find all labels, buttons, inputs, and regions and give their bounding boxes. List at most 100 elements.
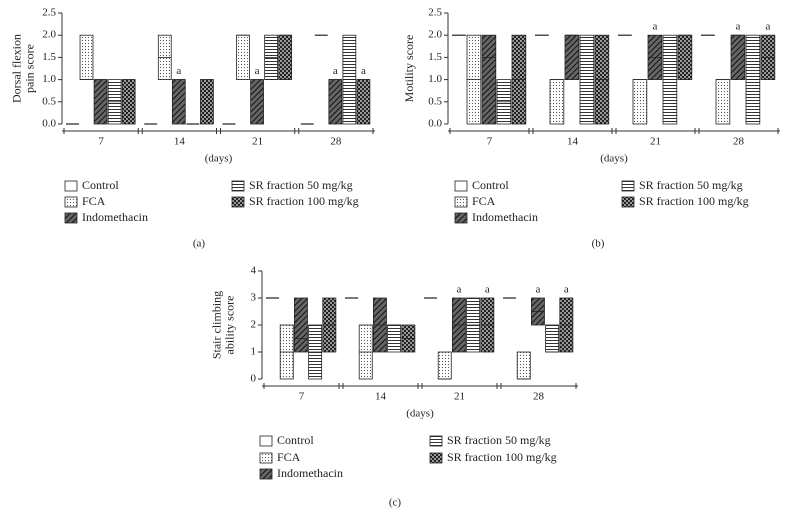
legend-swatch bbox=[454, 180, 468, 192]
annotation: a bbox=[456, 284, 461, 296]
box bbox=[293, 297, 308, 353]
box bbox=[356, 79, 371, 125]
legend-swatch bbox=[259, 452, 273, 464]
x-tick-label: 14 bbox=[375, 391, 387, 403]
y-tick-label: 0 bbox=[251, 373, 257, 385]
y-tick-label: 2.5 bbox=[42, 7, 56, 19]
box bbox=[677, 34, 693, 81]
annotation: a bbox=[735, 21, 740, 33]
y-tick-label: 0.5 bbox=[428, 95, 442, 107]
y-axis-label: Motility score bbox=[402, 35, 416, 103]
x-axis-label: (days) bbox=[205, 153, 233, 165]
box bbox=[387, 324, 402, 353]
legend-label: Indomethacin bbox=[277, 466, 343, 480]
box bbox=[250, 79, 264, 125]
y-tick-label: 2.0 bbox=[428, 29, 442, 41]
y-axis-label: ability score bbox=[222, 296, 236, 355]
legend-swatch bbox=[621, 196, 635, 208]
legend-label: SR fraction 50 mg/kg bbox=[447, 433, 551, 447]
panel-label: (b) bbox=[592, 238, 605, 250]
legend-label: Indomethacin bbox=[82, 210, 148, 224]
box bbox=[564, 34, 580, 81]
legend-swatch bbox=[64, 212, 78, 224]
y-axis-label: Dorsal flexion bbox=[9, 34, 23, 103]
y-tick-label: 0.0 bbox=[42, 118, 56, 130]
legend-swatch bbox=[231, 180, 245, 192]
x-tick-label: 21 bbox=[650, 136, 661, 148]
box bbox=[236, 34, 250, 81]
legend-swatch bbox=[231, 196, 245, 208]
x-tick-label: 21 bbox=[252, 136, 263, 148]
box bbox=[79, 34, 94, 81]
annotation: a bbox=[535, 284, 540, 296]
legend-label: Indomethacin bbox=[472, 210, 538, 224]
x-axis-label: (days) bbox=[406, 408, 434, 420]
legend-swatch bbox=[429, 435, 443, 447]
box bbox=[200, 79, 214, 125]
annotation: a bbox=[361, 65, 366, 77]
y-axis-label: pain score bbox=[22, 44, 36, 93]
y-tick-label: 1.5 bbox=[428, 51, 442, 63]
panel-label: (a) bbox=[193, 238, 206, 250]
legend-swatch bbox=[621, 180, 635, 192]
legend-swatch bbox=[454, 212, 468, 224]
legend-swatch bbox=[64, 180, 78, 192]
annotation: a bbox=[176, 65, 181, 77]
annotation: a bbox=[564, 284, 569, 296]
y-axis-label: Stair climbing bbox=[209, 291, 223, 359]
annotation: a bbox=[485, 284, 490, 296]
legend-swatch bbox=[429, 452, 443, 464]
y-tick-label: 3 bbox=[251, 292, 257, 304]
x-tick-label: 7 bbox=[299, 391, 305, 403]
x-tick-label: 14 bbox=[174, 136, 186, 148]
box bbox=[121, 79, 136, 125]
legend-swatch bbox=[259, 435, 273, 447]
y-tick-label: 0.0 bbox=[428, 118, 442, 130]
legend-label: Control bbox=[277, 433, 314, 447]
annotation: a bbox=[333, 65, 338, 77]
legend-label: SR fraction 50 mg/kg bbox=[639, 178, 743, 192]
box bbox=[278, 34, 293, 81]
legend-swatch bbox=[259, 468, 273, 480]
panel-label: (c) bbox=[389, 497, 402, 509]
y-tick-label: 1.0 bbox=[42, 73, 56, 85]
legend-label: SR fraction 100 mg/kg bbox=[639, 194, 749, 208]
x-axis-label: (days) bbox=[600, 153, 628, 165]
legend-label: FCA bbox=[472, 194, 496, 208]
legend-label: SR fraction 100 mg/kg bbox=[447, 450, 557, 464]
legend-label: SR fraction 50 mg/kg bbox=[249, 178, 353, 192]
legend-swatch bbox=[64, 196, 78, 208]
legend-swatch bbox=[454, 196, 468, 208]
y-tick-label: 4 bbox=[251, 265, 257, 277]
legend-label: Control bbox=[82, 178, 119, 192]
y-tick-label: 2.0 bbox=[42, 29, 56, 41]
y-tick-label: 2.5 bbox=[428, 7, 442, 19]
x-tick-label: 7 bbox=[98, 136, 104, 148]
y-tick-label: 2 bbox=[251, 319, 257, 331]
box bbox=[730, 34, 746, 81]
legend-label: SR fraction 100 mg/kg bbox=[249, 194, 359, 208]
x-tick-label: 28 bbox=[330, 136, 342, 148]
box bbox=[632, 79, 648, 125]
x-tick-label: 28 bbox=[533, 391, 545, 403]
box bbox=[328, 79, 343, 125]
legend-label: FCA bbox=[277, 450, 301, 464]
x-tick-label: 28 bbox=[733, 136, 745, 148]
y-tick-label: 1 bbox=[251, 346, 257, 358]
y-tick-label: 1.5 bbox=[42, 51, 56, 63]
annotation: a bbox=[765, 21, 770, 33]
x-tick-label: 7 bbox=[487, 136, 493, 148]
y-tick-label: 0.5 bbox=[42, 95, 56, 107]
box bbox=[171, 79, 186, 125]
legend-label: FCA bbox=[82, 194, 106, 208]
box bbox=[545, 324, 560, 353]
box bbox=[516, 351, 531, 380]
box bbox=[715, 79, 731, 125]
box bbox=[549, 79, 565, 125]
x-tick-label: 21 bbox=[454, 391, 465, 403]
box bbox=[437, 351, 452, 380]
y-tick-label: 1.0 bbox=[428, 73, 442, 85]
annotation: a bbox=[652, 21, 657, 33]
annotation: a bbox=[255, 65, 260, 77]
